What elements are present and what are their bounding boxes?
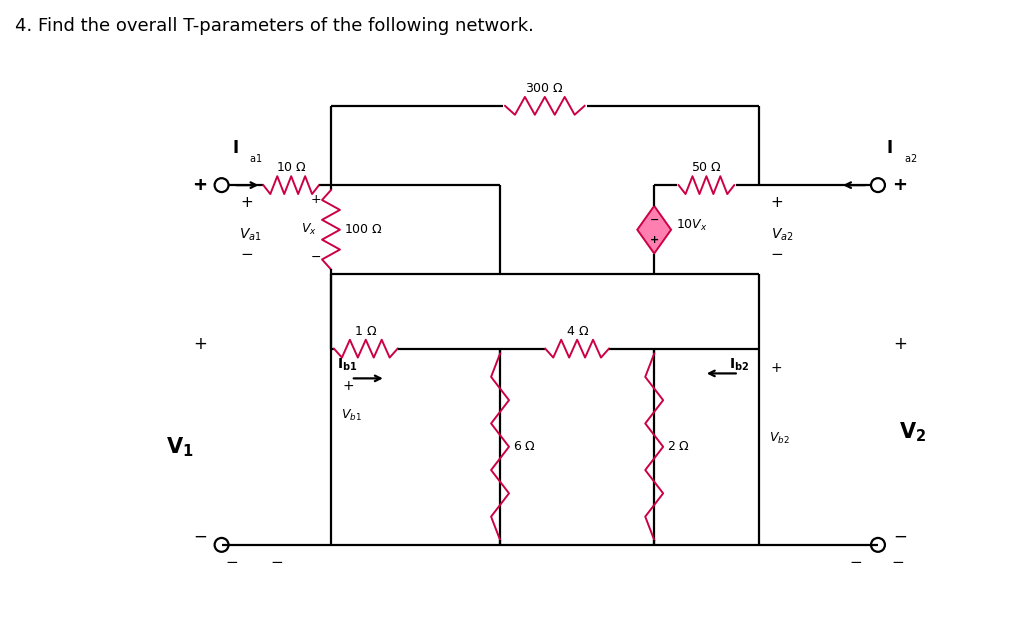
Text: −: −: [893, 528, 907, 546]
Text: 4. Find the overall T-parameters of the following network.: 4. Find the overall T-parameters of the …: [14, 17, 533, 35]
Text: $\mathbf{I}$: $\mathbf{I}$: [232, 139, 238, 157]
Text: +: +: [892, 176, 907, 194]
Text: +: +: [193, 176, 206, 194]
Text: $\mathbf{I_{b2}}$: $\mathbf{I_{b2}}$: [728, 357, 749, 373]
Text: −: −: [849, 555, 863, 569]
Text: −: −: [891, 555, 904, 569]
Text: $\mathbf{V_2}$: $\mathbf{V_2}$: [899, 420, 927, 444]
Text: $V_{b1}$: $V_{b1}$: [341, 408, 362, 423]
Text: −: −: [649, 215, 659, 225]
Text: +: +: [193, 335, 206, 353]
Text: −: −: [311, 251, 321, 264]
Text: +: +: [770, 195, 783, 210]
Text: $V_{b2}$: $V_{b2}$: [768, 431, 789, 446]
Text: +: +: [893, 335, 907, 353]
Text: 6 $\Omega$: 6 $\Omega$: [513, 440, 536, 453]
Text: $\mathbf{I}$: $\mathbf{I}$: [886, 139, 892, 157]
Text: $_{\mathrm{a2}}$: $_{\mathrm{a2}}$: [904, 151, 917, 165]
Text: +: +: [192, 176, 207, 194]
Text: 300 $\Omega$: 300 $\Omega$: [525, 82, 564, 95]
Text: $4\ \Omega$: $4\ \Omega$: [566, 325, 588, 338]
Text: $10V_x$: $10V_x$: [676, 219, 708, 233]
Text: $1\ \Omega$: $1\ \Omega$: [355, 325, 377, 338]
Text: $_{\mathrm{a1}}$: $_{\mathrm{a1}}$: [249, 151, 263, 165]
Text: $\mathbf{I_{b1}}$: $\mathbf{I_{b1}}$: [337, 357, 358, 373]
Text: +: +: [649, 235, 658, 245]
Text: −: −: [270, 555, 282, 569]
Text: $V_x$: $V_x$: [302, 222, 317, 237]
Text: 50 $\Omega$: 50 $\Omega$: [691, 161, 722, 174]
Text: +: +: [311, 193, 321, 206]
Polygon shape: [637, 206, 672, 254]
Text: −: −: [240, 248, 253, 262]
Text: $\mathbf{V_1}$: $\mathbf{V_1}$: [166, 435, 194, 459]
Text: +: +: [240, 195, 253, 210]
Text: −: −: [770, 248, 783, 262]
Text: −: −: [193, 528, 206, 546]
Text: $V_{a1}$: $V_{a1}$: [240, 227, 262, 243]
Text: 10 $\Omega$: 10 $\Omega$: [275, 161, 307, 174]
Text: +: +: [770, 360, 782, 374]
Text: $V_{a2}$: $V_{a2}$: [770, 227, 793, 243]
Text: 100 $\Omega$: 100 $\Omega$: [343, 223, 383, 236]
Text: −: −: [226, 555, 238, 569]
Text: +: +: [342, 379, 354, 393]
Text: 2 $\Omega$: 2 $\Omega$: [668, 440, 690, 453]
